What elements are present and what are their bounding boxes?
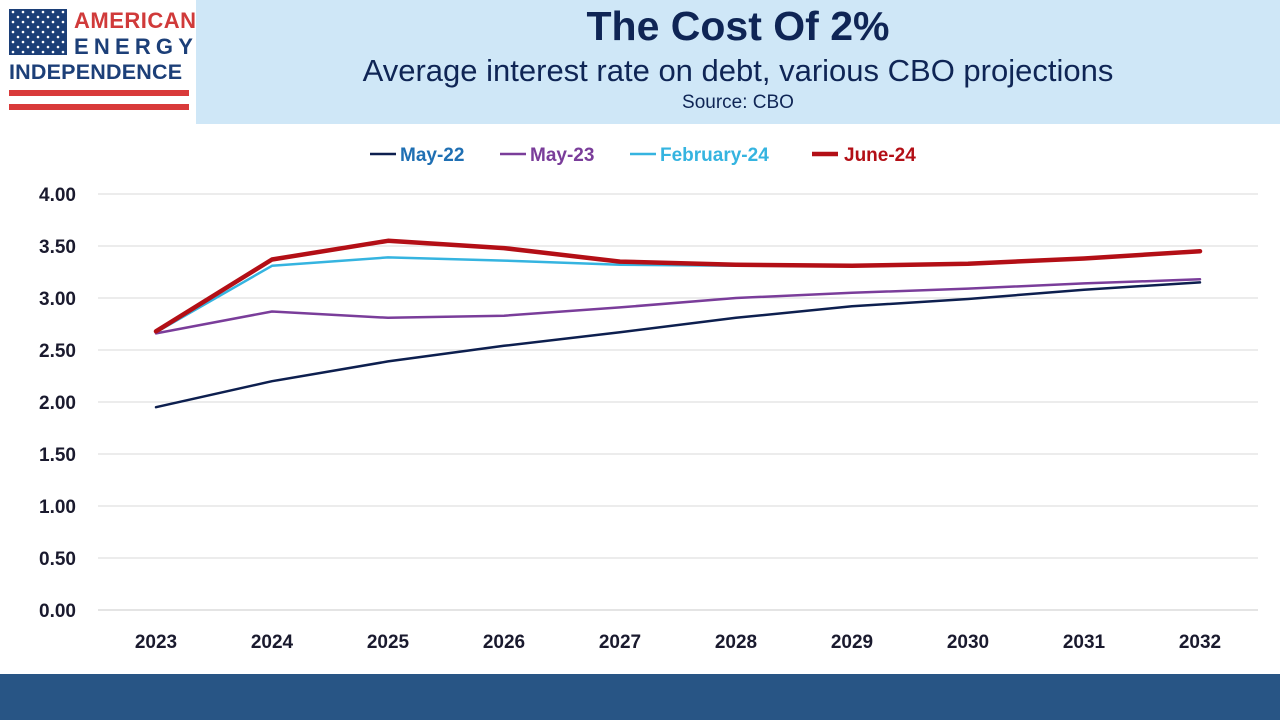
legend: May-22 May-23 February-24 June-24 bbox=[370, 145, 916, 166]
y-tick-label: 1.00 bbox=[39, 497, 76, 518]
logo-word-energy: ENERGY bbox=[74, 34, 199, 59]
x-tick-label: 2024 bbox=[251, 632, 294, 653]
x-tick-label: 2023 bbox=[135, 632, 177, 653]
legend-label: February-24 bbox=[660, 145, 769, 166]
legend-label: May-22 bbox=[400, 145, 464, 166]
y-tick-label: 2.00 bbox=[39, 393, 76, 414]
y-tick-label: 3.00 bbox=[39, 289, 76, 310]
gridlines bbox=[98, 193, 1258, 611]
logo-word-american: AMERICAN bbox=[74, 8, 197, 33]
y-axis-ticks: 0.00 0.50 1.00 1.50 2.00 2.50 3.00 3.50 4.00 bbox=[39, 185, 76, 622]
logo: AMERICAN ENERGY INDEPENDENCE bbox=[0, 0, 196, 124]
logo-word-independence: INDEPENDENCE bbox=[9, 60, 183, 84]
legend-item: February-24 bbox=[630, 145, 769, 166]
y-tick-label: 0.00 bbox=[39, 601, 76, 622]
series-line-may-23 bbox=[154, 278, 1202, 335]
x-tick-label: 2031 bbox=[1063, 632, 1106, 653]
x-axis-ticks: 2023 2024 2025 2026 2027 2028 2029 2030 2031 2032 bbox=[135, 632, 1221, 653]
x-tick-label: 2032 bbox=[1179, 632, 1221, 653]
legend-item: May-22 bbox=[370, 145, 464, 166]
footer-band bbox=[0, 674, 1280, 720]
legend-label: June-24 bbox=[844, 145, 916, 166]
logo-stripe bbox=[9, 90, 189, 96]
series-line-may-22 bbox=[154, 281, 1202, 409]
x-tick-label: 2029 bbox=[831, 632, 873, 653]
y-tick-label: 4.00 bbox=[39, 185, 76, 206]
source-note: Source: CBO bbox=[682, 92, 794, 113]
x-tick-label: 2028 bbox=[715, 632, 757, 653]
x-tick-label: 2025 bbox=[367, 632, 410, 653]
page-title: The Cost Of 2% bbox=[586, 3, 890, 49]
x-tick-label: 2030 bbox=[947, 632, 989, 653]
y-tick-label: 3.50 bbox=[39, 237, 76, 258]
y-tick-label: 2.50 bbox=[39, 341, 76, 362]
legend-label: May-23 bbox=[530, 145, 594, 166]
series-line-june-24 bbox=[153, 238, 1203, 334]
logo-stripe bbox=[9, 104, 189, 110]
us-flag-icon bbox=[9, 9, 67, 55]
series-lines bbox=[153, 238, 1203, 409]
x-tick-label: 2026 bbox=[483, 632, 525, 653]
header-band bbox=[196, 0, 1280, 124]
y-tick-label: 1.50 bbox=[39, 445, 76, 466]
x-tick-label: 2027 bbox=[599, 632, 641, 653]
page-subtitle: Average interest rate on debt, various C… bbox=[362, 53, 1114, 88]
legend-item: May-23 bbox=[500, 145, 594, 166]
legend-item: June-24 bbox=[812, 145, 916, 166]
y-tick-label: 0.50 bbox=[39, 549, 76, 570]
line-chart: May-22 May-23 February-24 June-24 0.00 0.50 1… bbox=[39, 145, 1258, 653]
